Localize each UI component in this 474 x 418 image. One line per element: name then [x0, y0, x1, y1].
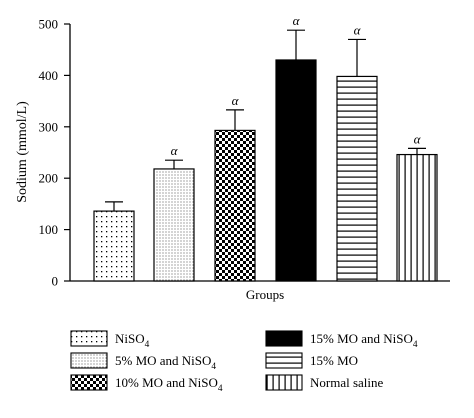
legend-item: 15% MO and NiSO4: [265, 330, 418, 350]
y-tick-label: 400: [39, 68, 59, 83]
legend-label: 10% MO and NiSO4: [115, 375, 223, 394]
y-tick-label: 300: [39, 119, 59, 134]
legend-label-text: 10% MO and NiSO: [115, 375, 218, 390]
legend-label: NiSO4: [115, 331, 150, 350]
legend-label-text: 5% MO and NiSO: [115, 353, 211, 368]
legend-label: 15% MO: [310, 353, 358, 368]
legend-item: 5% MO and NiSO4: [70, 352, 216, 372]
y-tick-label: 500: [39, 17, 59, 32]
significance-marker: α: [171, 143, 179, 158]
legend-label-text: Normal saline: [310, 375, 384, 390]
legend-item: Normal saline: [265, 374, 384, 391]
legend-item: 15% MO: [265, 352, 358, 369]
significance-marker: α: [232, 93, 240, 108]
legend-swatch: [265, 374, 303, 391]
y-ticks: 0 100 200 300 400 500: [39, 17, 70, 289]
legend-label-text: 15% MO: [310, 353, 358, 368]
legend-swatch: [265, 330, 303, 347]
significance-marker: α: [354, 22, 362, 37]
legend-label-text: NiSO: [115, 331, 145, 346]
x-axis-title: Groups: [246, 287, 284, 302]
y-tick-label: 100: [39, 222, 59, 237]
bar: [336, 75, 378, 282]
legend-label-subscript: 4: [145, 340, 150, 350]
legend-item: 10% MO and NiSO4: [70, 374, 223, 394]
legend-label-subscript: 4: [211, 362, 216, 372]
bar: [275, 59, 317, 282]
legend-swatch: [70, 352, 108, 369]
y-tick-label: 0: [52, 274, 59, 289]
y-axis-title: Sodium (mmol/L): [15, 101, 30, 203]
legend-swatch: [70, 330, 108, 347]
significance-marker: α: [414, 131, 422, 146]
bars: α α α α α: [93, 13, 438, 282]
significance-marker: α: [293, 13, 301, 28]
legend-item: NiSO4: [70, 330, 150, 350]
bar: [93, 210, 135, 282]
legend-swatch: [265, 352, 303, 369]
bar: [214, 129, 256, 282]
legend-label-text: 15% MO and NiSO: [310, 331, 413, 346]
legend-label: 5% MO and NiSO4: [115, 353, 216, 372]
y-tick-label: 200: [39, 171, 59, 186]
legend-label-subscript: 4: [413, 340, 418, 350]
legend-swatch: [70, 374, 108, 391]
bar: [153, 168, 195, 282]
legend-label: 15% MO and NiSO4: [310, 331, 418, 350]
bar: [396, 153, 438, 282]
legend-label-subscript: 4: [218, 384, 223, 394]
legend-label: Normal saline: [310, 375, 384, 390]
